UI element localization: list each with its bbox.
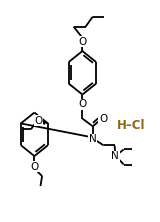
Text: N: N: [112, 151, 119, 161]
Text: O: O: [35, 116, 43, 126]
Text: O: O: [99, 113, 107, 124]
Text: H–Cl: H–Cl: [117, 119, 145, 132]
Text: O: O: [30, 162, 39, 172]
Text: O: O: [78, 36, 87, 47]
Text: O: O: [78, 99, 87, 109]
Text: N: N: [89, 134, 97, 144]
